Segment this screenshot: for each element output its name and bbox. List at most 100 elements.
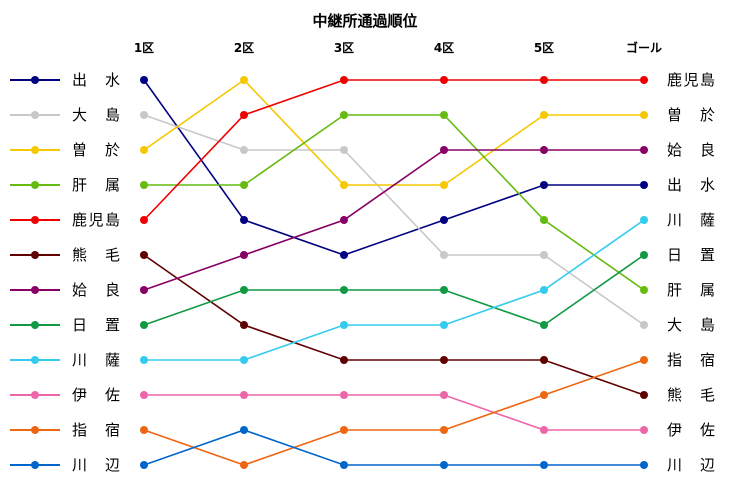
data-point (140, 356, 148, 364)
data-point (340, 111, 348, 119)
series-line (143, 149, 644, 291)
legend-marker (31, 461, 39, 469)
chart-title: 中継所通過順位 (312, 12, 418, 30)
data-point (540, 111, 548, 119)
legend-marker (31, 356, 39, 364)
data-point (540, 426, 548, 434)
data-point (640, 286, 648, 294)
data-point (440, 146, 448, 154)
end-label: 出水 (667, 176, 715, 194)
series-line (143, 79, 644, 256)
legend-marker (31, 146, 39, 154)
data-point (340, 321, 348, 329)
data-point (440, 321, 448, 329)
series-line (143, 114, 645, 326)
series-line (143, 429, 644, 466)
series-line (144, 114, 645, 291)
data-point (340, 356, 348, 364)
data-point (640, 146, 648, 154)
data-point (340, 461, 348, 469)
end-label: 大島 (667, 316, 715, 334)
series-line (144, 394, 644, 431)
data-point (340, 181, 348, 189)
legend-marker (31, 216, 39, 224)
data-point (140, 146, 148, 154)
data-point (440, 216, 448, 224)
data-point (340, 391, 348, 399)
data-point (540, 251, 548, 259)
series-line (143, 78, 644, 186)
data-point (440, 181, 448, 189)
data-point (440, 286, 448, 294)
data-point (640, 181, 648, 189)
legend-label: 川薩 (72, 351, 120, 369)
legend-marker (31, 111, 39, 119)
data-point (240, 181, 248, 189)
data-point (240, 216, 248, 224)
data-point (540, 216, 548, 224)
legend-label: 出水 (72, 71, 120, 89)
data-point (140, 216, 148, 224)
end-label: 川薩 (667, 211, 715, 229)
data-point (540, 76, 548, 84)
series-line (143, 79, 644, 221)
data-point (140, 251, 148, 259)
data-point (240, 321, 248, 329)
data-point (540, 391, 548, 399)
legend-label: 指宿 (72, 421, 120, 439)
data-point (240, 391, 248, 399)
data-point (540, 286, 548, 294)
end-label: 日置 (667, 246, 715, 264)
end-label: 川辺 (667, 456, 715, 474)
data-point (640, 76, 648, 84)
legend-marker (31, 321, 39, 329)
data-point (640, 391, 648, 399)
end-label: 熊毛 (667, 386, 715, 404)
x-tick-label: 4区 (434, 41, 454, 55)
data-point (640, 321, 648, 329)
legend-label: 日置 (72, 316, 120, 334)
data-point (340, 146, 348, 154)
data-point (540, 356, 548, 364)
end-label: 姶良 (667, 141, 715, 159)
series-line (143, 254, 645, 326)
legend-marker (31, 76, 39, 84)
data-point (340, 251, 348, 259)
end-label: 肝属 (667, 281, 715, 299)
data-point (140, 286, 148, 294)
data-point (340, 426, 348, 434)
data-point (540, 461, 548, 469)
data-point (540, 146, 548, 154)
data-point (640, 461, 648, 469)
data-point (140, 111, 148, 119)
data-point (440, 426, 448, 434)
legend-marker (31, 426, 39, 434)
data-point (440, 251, 448, 259)
data-point (640, 111, 648, 119)
data-point (340, 76, 348, 84)
series-line (143, 254, 645, 396)
data-point (540, 181, 548, 189)
data-point (140, 181, 148, 189)
data-point (240, 76, 248, 84)
legend-label: 肝属 (72, 176, 120, 194)
data-point (440, 461, 448, 469)
end-label: 鹿児島 (667, 71, 715, 89)
data-point (640, 426, 648, 434)
x-tick-label: 2区 (234, 41, 254, 55)
data-point (240, 146, 248, 154)
data-point (340, 286, 348, 294)
legend-label: 姶良 (72, 281, 120, 299)
end-label: 曽於 (667, 106, 715, 124)
legend-label: 熊毛 (72, 246, 120, 264)
data-point (640, 356, 648, 364)
data-point (540, 321, 548, 329)
end-label: 伊佐 (667, 421, 715, 439)
legend-label: 曽於 (72, 141, 120, 159)
data-point (140, 76, 148, 84)
legend-marker (31, 251, 39, 259)
data-point (140, 426, 148, 434)
data-point (140, 461, 148, 469)
data-point (240, 111, 248, 119)
